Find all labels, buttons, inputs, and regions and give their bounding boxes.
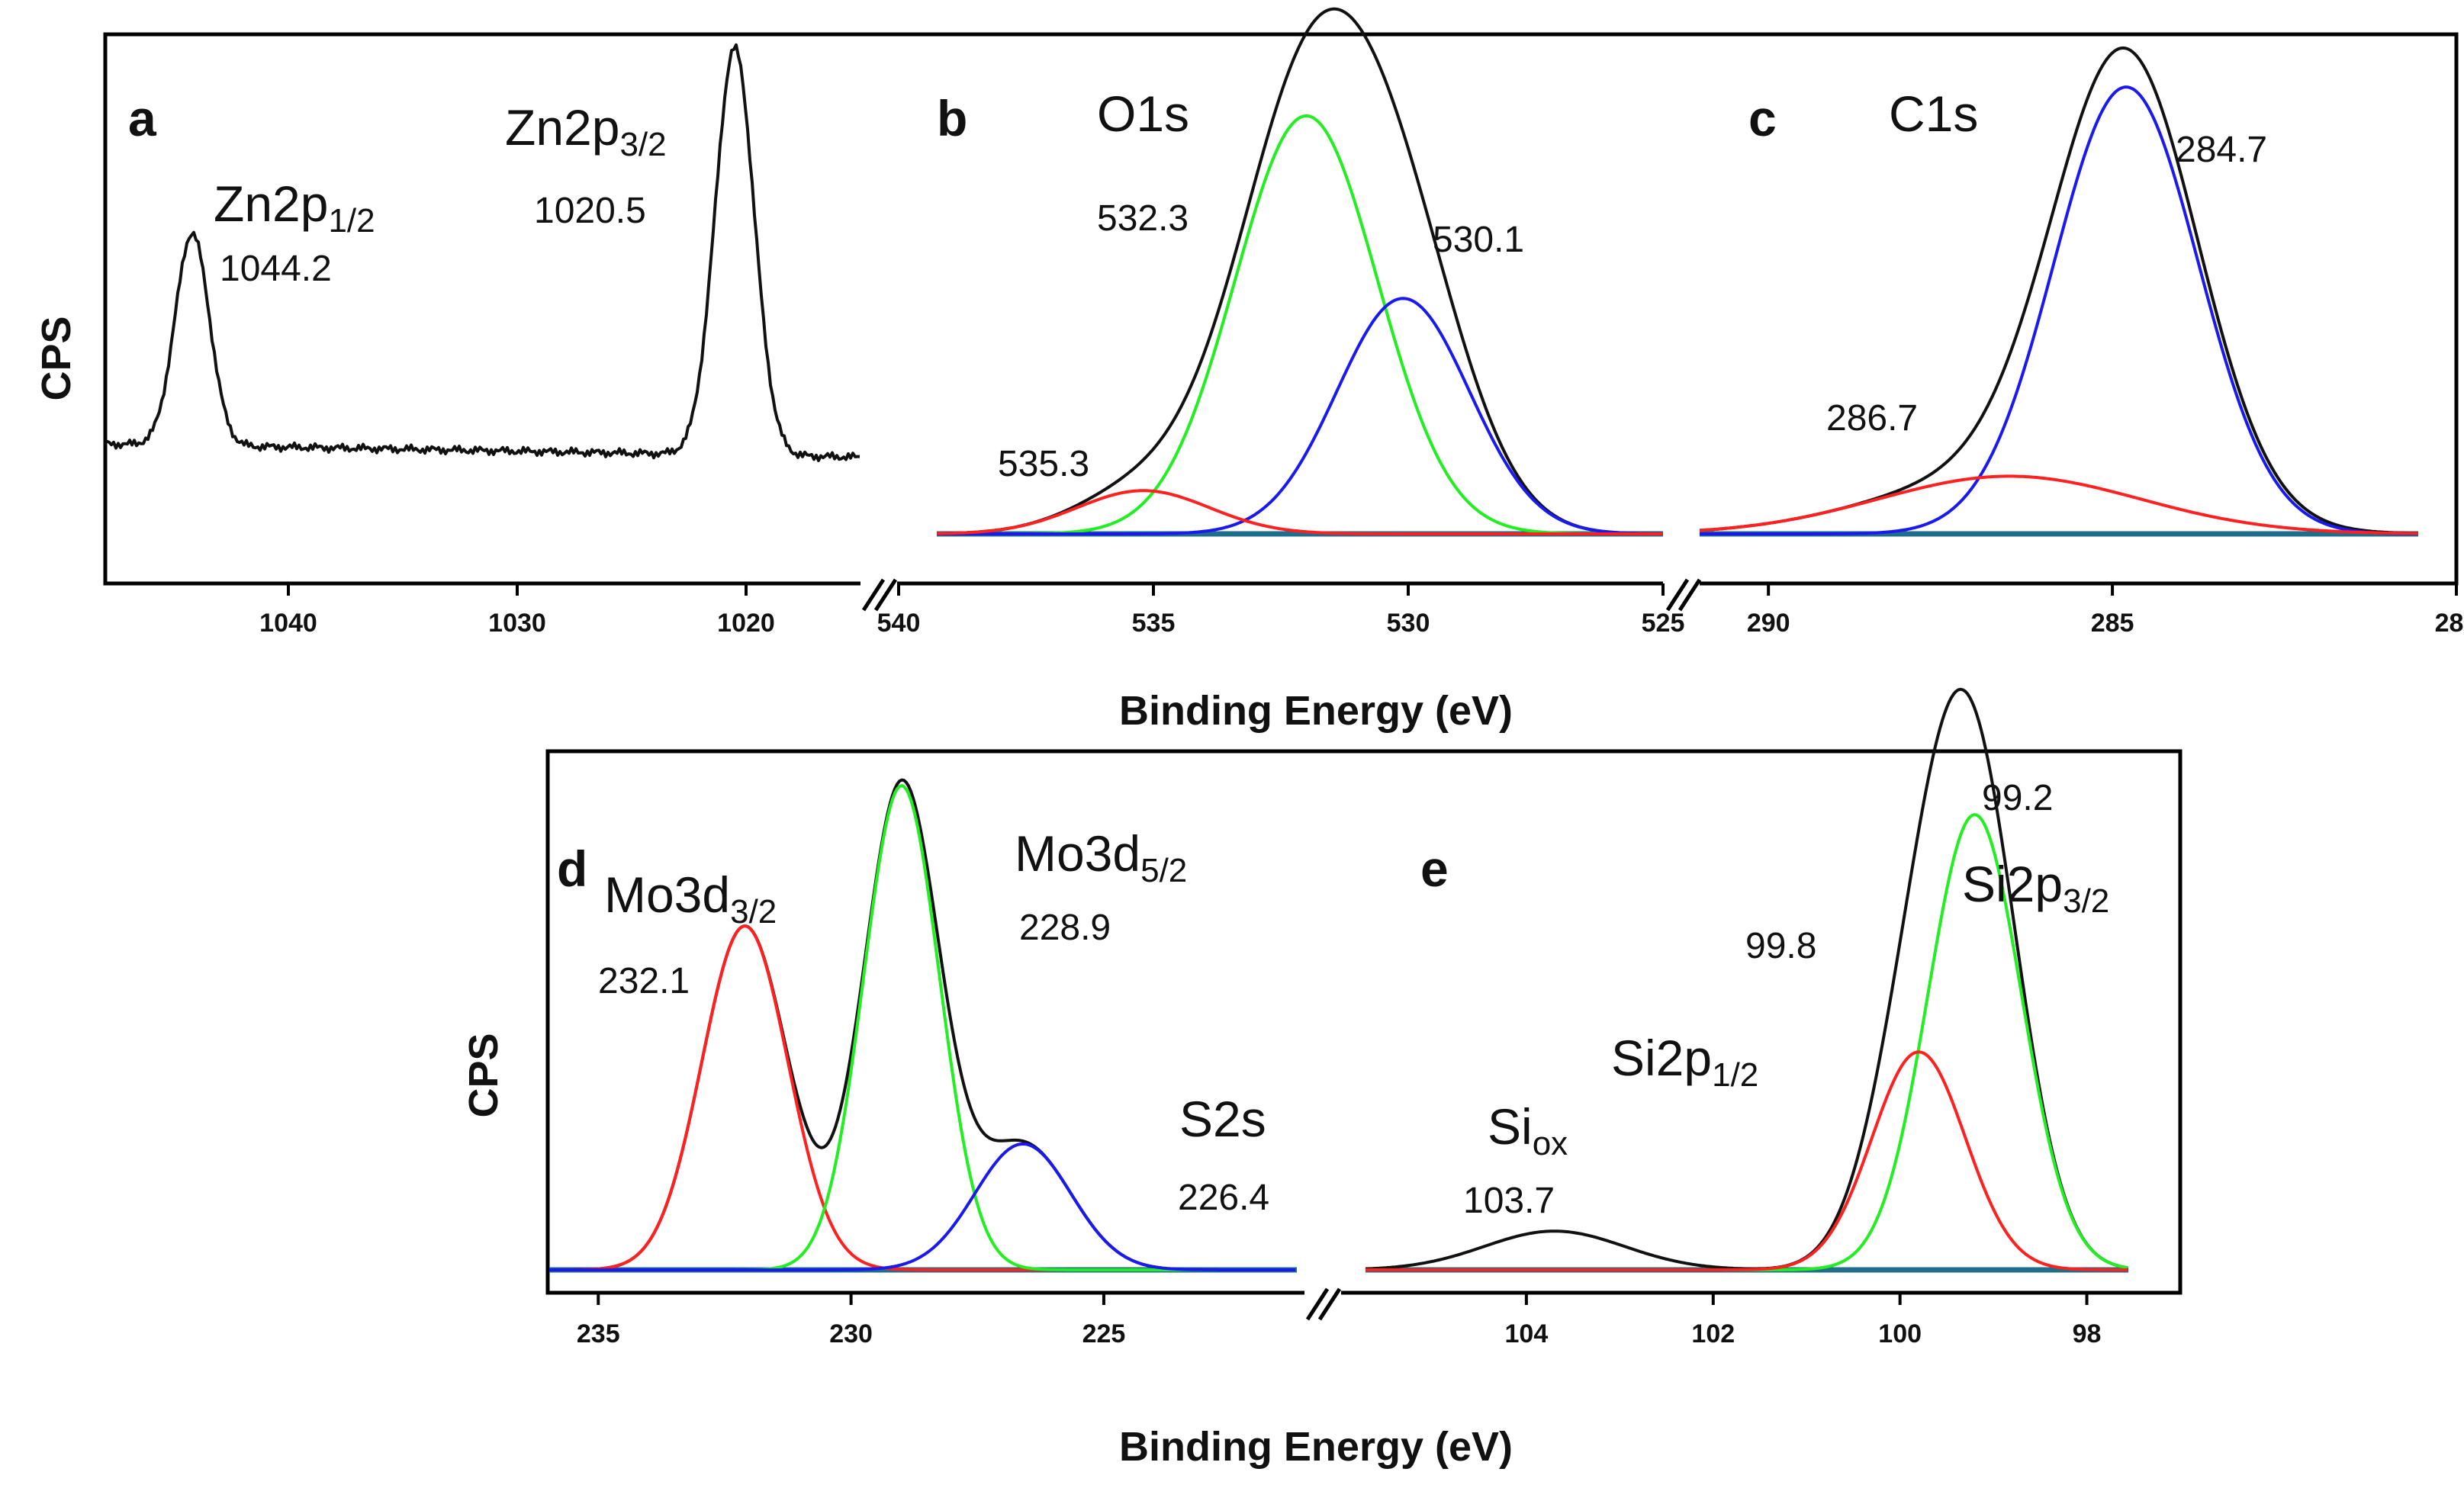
- panel-b-plot: 540 535 530 525: [877, 7, 1685, 638]
- axis-break-de: [1304, 1274, 1342, 1321]
- peak-label-si2p32: Si2p3/2: [1962, 856, 2109, 920]
- series-d-s2s: [549, 1142, 1295, 1271]
- x-tick-label: 290: [1747, 609, 1790, 638]
- x-tick-label: 104: [1505, 1319, 1549, 1348]
- value-label-232-1: 232.1: [598, 961, 690, 1001]
- peak-label-c1s: C1s: [1889, 85, 1978, 142]
- x-tick-label: 235: [577, 1319, 620, 1348]
- value-label-99-8: 99.8: [1745, 926, 1816, 966]
- series-e-si2p-1-2: [1365, 1050, 2128, 1271]
- y-axis-label-bottom: CPS: [461, 1033, 507, 1117]
- panel-letter-b: b: [937, 90, 967, 146]
- x-tick-label: 225: [1082, 1319, 1126, 1348]
- peak-label-zn2p32: Zn2p3/2: [505, 99, 667, 163]
- value-label-284-7: 284.7: [2176, 130, 2267, 170]
- panel-letter-d: d: [557, 840, 587, 897]
- x-tick-label: 1040: [259, 609, 317, 638]
- series-c-envelope: [1699, 46, 2419, 535]
- x-axis-label-bottom: Binding Energy (eV): [1119, 1424, 1513, 1470]
- panel-letter-a: a: [128, 90, 157, 146]
- value-label-530-1: 530.1: [1433, 220, 1524, 260]
- value-label-1044-2: 1044.2: [220, 249, 332, 289]
- value-label-103-7: 103.7: [1463, 1181, 1555, 1221]
- panel-a-plot: 1040 1030 1020: [106, 43, 860, 638]
- series-b-o-530-1: [937, 297, 1663, 535]
- peak-label-zn2p12: Zn2p1/2: [214, 175, 375, 239]
- value-label-1020-5: 1020.5: [534, 191, 646, 231]
- panel-letter-c: c: [1748, 90, 1777, 146]
- series-b-o-535-3: [936, 489, 1662, 535]
- peak-label-si2p12: Si2p1/2: [1611, 1030, 1758, 1094]
- x-tick-label: 540: [877, 609, 921, 638]
- series-c-c-286-7: [1699, 474, 2418, 535]
- x-tick-label: 100: [1878, 1319, 1922, 1348]
- peak-label-o1s: O1s: [1097, 85, 1189, 142]
- x-tick-label: 280: [2435, 609, 2464, 638]
- panel-e-plot: 104 102 100 98: [1365, 687, 2128, 1348]
- x-tick-label: 230: [829, 1319, 873, 1348]
- x-tick-label: 535: [1132, 609, 1176, 638]
- value-label-228-9: 228.9: [1019, 908, 1111, 948]
- x-tick-label: 525: [1642, 609, 1685, 638]
- bottom-panel-frame: [545, 749, 2183, 1295]
- peak-label-mo3d52: Mo3d5/2: [1015, 825, 1187, 889]
- panel-letter-e: e: [1420, 840, 1449, 897]
- value-label-532-3: 532.3: [1097, 198, 1189, 239]
- value-label-226-4: 226.4: [1178, 1178, 1269, 1218]
- x-tick-label: 1020: [717, 609, 775, 638]
- peak-label-siox: Siox: [1488, 1098, 1568, 1162]
- panel-d-plot: 235 230 225: [549, 778, 1297, 1348]
- x-tick-label: 530: [1387, 609, 1430, 638]
- x-tick-label: 102: [1691, 1319, 1735, 1348]
- peak-label-s2s: S2s: [1179, 1091, 1266, 1147]
- top-panel-frame: [103, 32, 2459, 586]
- y-axis-label-top: CPS: [34, 316, 79, 400]
- axis-break-bc: [1663, 564, 1702, 612]
- series-c-c-284-7: [1700, 85, 2418, 535]
- series-a-envelope: [106, 43, 860, 462]
- x-tick-label: 285: [2091, 609, 2134, 638]
- axis-break-ab: [860, 564, 898, 612]
- value-label-535-3: 535.3: [998, 444, 1089, 484]
- value-label-286-7: 286.7: [1826, 398, 1918, 439]
- value-label-99-2: 99.2: [1982, 778, 2053, 818]
- x-tick-label: 98: [2073, 1319, 2102, 1348]
- x-tick-label: 1030: [488, 609, 546, 638]
- panel-c-plot: 290 285 280: [1699, 46, 2464, 638]
- peak-label-mo3d32: Mo3d3/2: [604, 866, 777, 930]
- x-axis-label-top: Binding Energy (eV): [1119, 688, 1513, 734]
